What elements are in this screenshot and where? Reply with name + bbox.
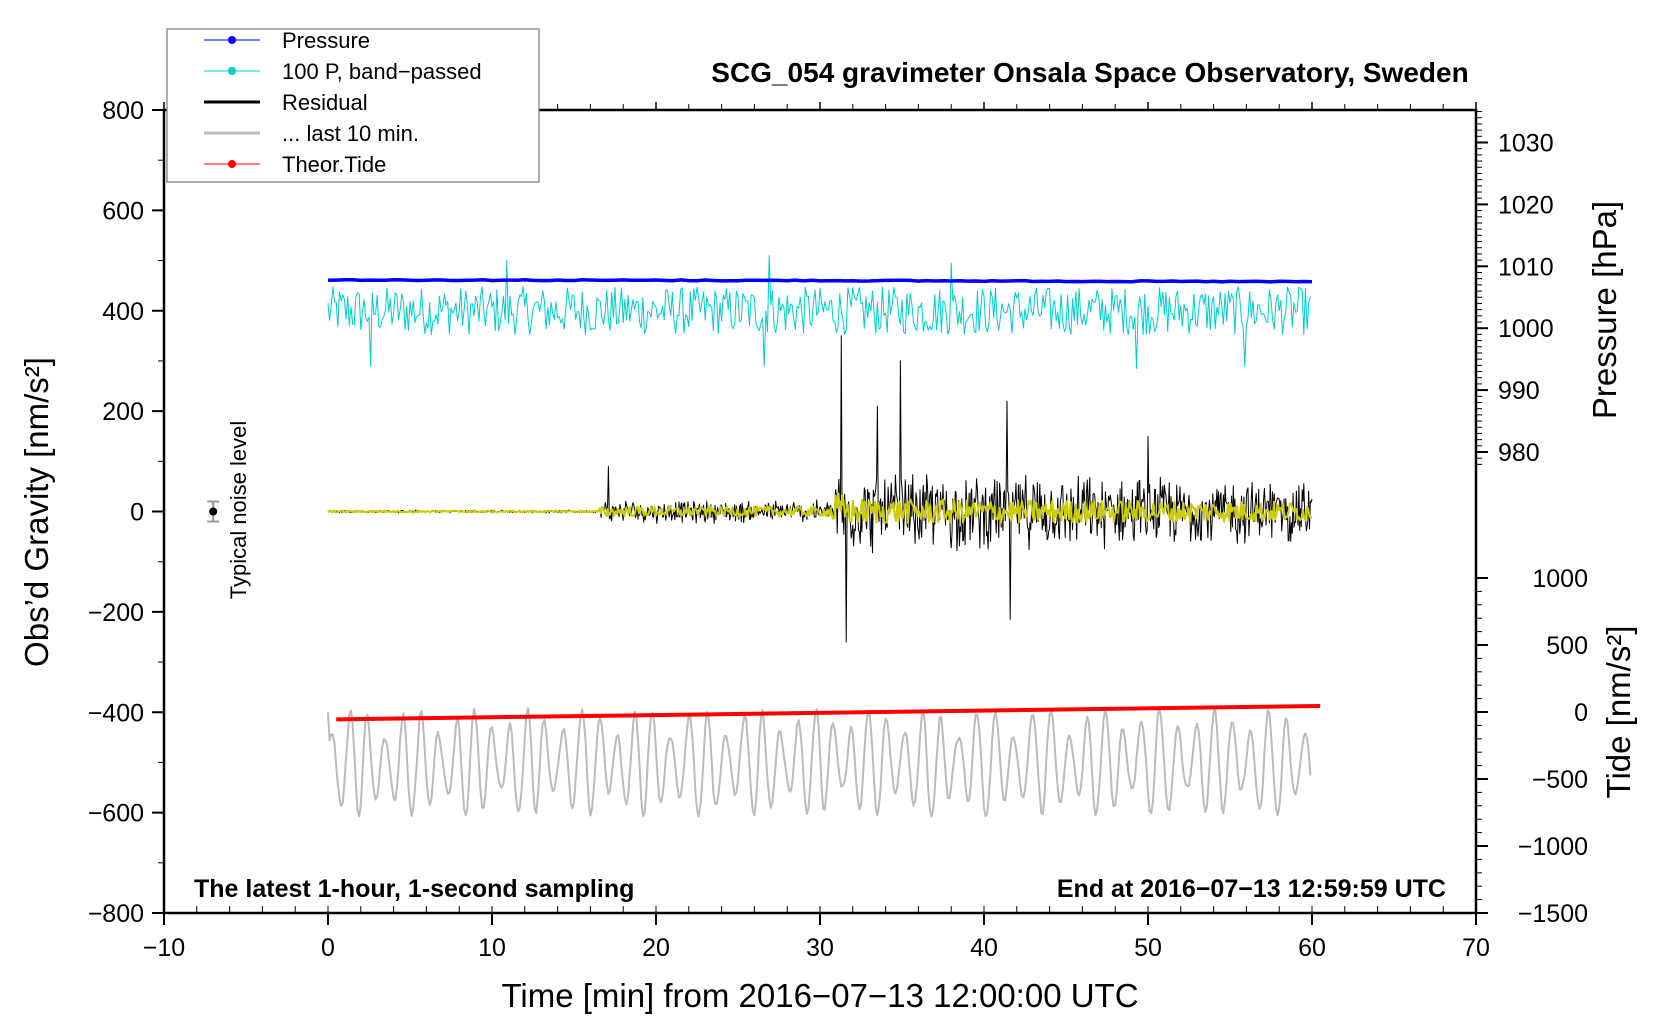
x-tick-label: 20 (642, 934, 670, 962)
x-axis-label: Time [min] from 2016−07−13 12:00:00 UTC (501, 977, 1138, 1014)
legend-marker (228, 36, 236, 44)
legend-entry-label: Pressure (282, 28, 370, 53)
pressure-axis-label: Pressure [hPa] (1586, 201, 1623, 419)
legend-entry-label: Theor.Tide (282, 152, 386, 177)
legend-marker (228, 67, 236, 75)
x-tick-label: 60 (1298, 934, 1326, 962)
pressure-tick-label: 980 (1498, 439, 1540, 467)
pressure-tick-label: 1030 (1498, 130, 1554, 158)
x-tick-label: −10 (143, 934, 185, 962)
data-traces (207, 255, 1321, 818)
y-tick-label: 800 (102, 97, 144, 125)
noise-level-label: Typical noise level (226, 421, 251, 600)
theoretical-tide-line (336, 704, 1321, 722)
tide-tick-label: −1500 (1518, 900, 1588, 928)
y-tick-label: −200 (88, 599, 144, 627)
noise-level-point (209, 507, 218, 516)
tide-tick-label: 1000 (1532, 565, 1588, 593)
x-tick-label: 10 (478, 934, 506, 962)
pressure-tick-label: 990 (1498, 377, 1540, 405)
annotation-left: The latest 1-hour, 1-second sampling (194, 875, 634, 903)
tide-tick-label: 500 (1546, 632, 1588, 660)
legend-entry-label: ... last 10 min. (282, 121, 419, 146)
legend-marker (228, 160, 236, 168)
annotation-right: End at 2016−07−13 12:59:59 UTC (1057, 875, 1446, 903)
residual-line (327, 335, 1313, 643)
y-tick-label: 200 (102, 398, 144, 426)
y-tick-label: 0 (130, 499, 144, 527)
y-axis-label: Obs’d Gravity [nm/s²] (18, 357, 55, 667)
x-tick-label: 30 (806, 934, 834, 962)
x-tick-label: 0 (321, 934, 335, 962)
legend-box (166, 28, 540, 183)
x-tick-label: 40 (970, 934, 998, 962)
y-tick-label: 600 (102, 197, 144, 225)
residual-filtered-line (327, 492, 1313, 525)
pressure-line (327, 277, 1313, 284)
legend: Pressure 100 P, band−passed Residual ... la… (166, 28, 540, 183)
tide-tick-label: −500 (1532, 766, 1588, 794)
x-tick-label: 70 (1462, 934, 1490, 962)
bandpassed-pressure-line (327, 255, 1311, 369)
y-tick-label: −800 (88, 900, 144, 928)
last-10-min-line (327, 707, 1312, 818)
pressure-tick-label: 1020 (1498, 191, 1554, 219)
axes: −10 0 10 20 30 40 50 60 708006004002000−200−400−… (88, 97, 1588, 962)
tide-axis-label: Tide [nm/s²] (1600, 626, 1637, 799)
y-tick-label: −600 (88, 800, 144, 828)
x-tick-label: 50 (1134, 934, 1162, 962)
y-tick-label: −400 (88, 699, 144, 727)
tide-tick-label: 0 (1574, 699, 1588, 727)
legend-entry-label: Residual (282, 90, 368, 115)
y-tick-label: 400 (102, 298, 144, 326)
chart-title: SCG_054 gravimeter Onsala Space Observat… (711, 57, 1468, 88)
pressure-tick-label: 1010 (1498, 253, 1554, 281)
legend-entry-label: 100 P, band−passed (282, 59, 482, 84)
tide-tick-label: −1000 (1518, 833, 1588, 861)
pressure-tick-label: 1000 (1498, 315, 1554, 343)
